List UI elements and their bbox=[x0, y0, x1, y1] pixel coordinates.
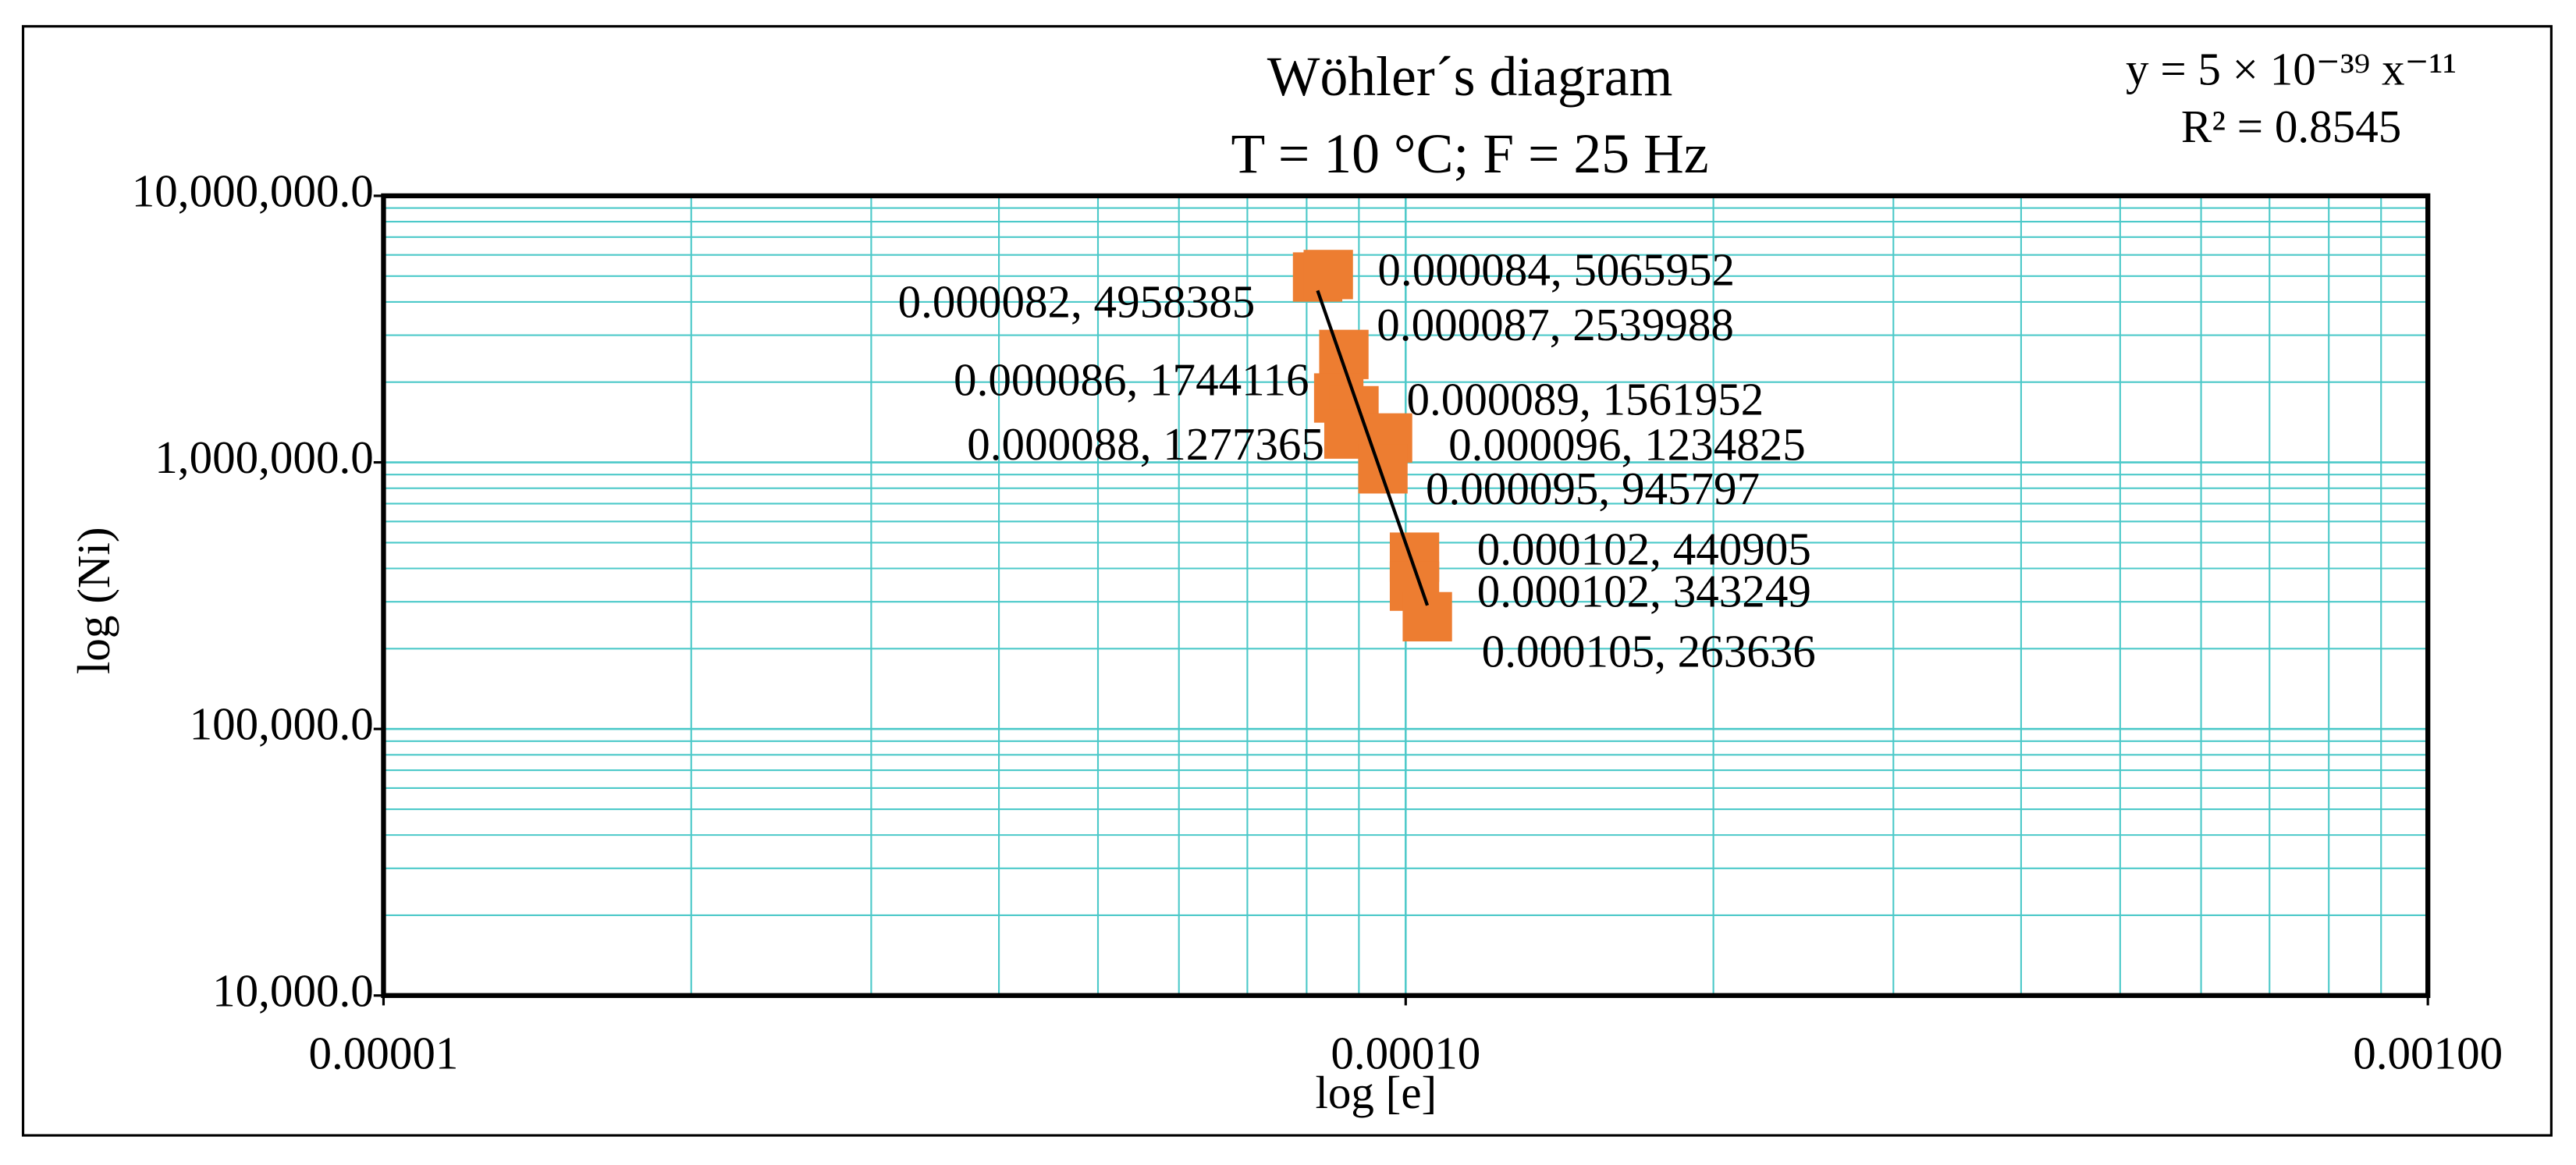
y-tick-label: 10,000,000.0 bbox=[132, 165, 374, 216]
data-label: 0.000095, 945797 bbox=[1426, 463, 1760, 514]
trend-r-squared: R² = 0.8545 bbox=[2181, 101, 2401, 152]
x-tick-label: 0.00100 bbox=[2353, 1027, 2503, 1078]
data-label: 0.000088, 1277365 bbox=[967, 418, 1324, 470]
point bbox=[1303, 250, 1353, 300]
chart-subtitle: T = 10 °C; F = 25 Hz bbox=[1231, 123, 1709, 185]
data-label: 0.000082, 4958385 bbox=[898, 276, 1256, 328]
y-axis-label: log (Ni) bbox=[68, 527, 119, 674]
x-tick-label: 0.00001 bbox=[308, 1027, 458, 1078]
x-axis-label: log [e] bbox=[1315, 1067, 1437, 1118]
data-label: 0.000102, 440905 bbox=[1477, 523, 1811, 574]
trendline bbox=[1316, 289, 1430, 606]
y-tick-label: 10,000.0 bbox=[212, 964, 374, 1016]
trend-equation: y = 5 × 10⁻³⁹ x⁻¹¹ bbox=[2126, 43, 2457, 94]
data-label: 0.000102, 343249 bbox=[1477, 565, 1811, 616]
point bbox=[1319, 329, 1369, 379]
chart-title: Wöhler´s diagram bbox=[1267, 45, 1673, 108]
data-label: 0.000084, 5065952 bbox=[1377, 243, 1735, 295]
point bbox=[1358, 444, 1408, 494]
data-label: 0.000096, 1234825 bbox=[1448, 419, 1806, 471]
y-tick-label: 1,000,000.0 bbox=[155, 432, 374, 483]
point bbox=[1402, 591, 1452, 641]
data-label: 0.000105, 263636 bbox=[1482, 626, 1816, 677]
data-label: 0.000089, 1561952 bbox=[1407, 374, 1764, 425]
x-tick-label: 0.00010 bbox=[1331, 1027, 1480, 1078]
plot-border bbox=[381, 193, 2431, 998]
chart-frame bbox=[21, 25, 2553, 1137]
y-tick-label: 100,000.0 bbox=[190, 698, 374, 750]
data-label: 0.000086, 1744116 bbox=[954, 354, 1309, 406]
data-label: 0.000087, 2539988 bbox=[1377, 299, 1734, 350]
